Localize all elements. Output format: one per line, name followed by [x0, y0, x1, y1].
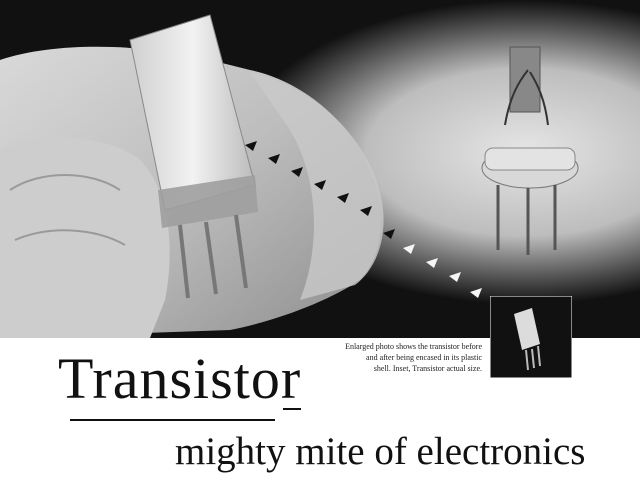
caption-line: Enlarged photo shows the transistor befo… [345, 342, 482, 351]
title-underline [70, 419, 275, 421]
headline-title: Transistor [58, 346, 302, 411]
caption-line: and after being encased in its plastic [366, 353, 482, 362]
caption-line: shell. Inset, Transistor actual size. [373, 364, 482, 373]
arrow-trail-light [403, 244, 482, 298]
title-dash [283, 408, 301, 410]
bare-transistor-illustration [481, 46, 579, 255]
headline-subtitle: mighty mite of electronics [175, 430, 586, 473]
arrow-trail [245, 141, 395, 239]
photo-caption: Enlarged photo shows the transistor befo… [320, 341, 482, 374]
transistor-photo [0, 0, 640, 338]
inset-photo [490, 296, 572, 378]
encased-transistor-illustration [129, 14, 258, 299]
